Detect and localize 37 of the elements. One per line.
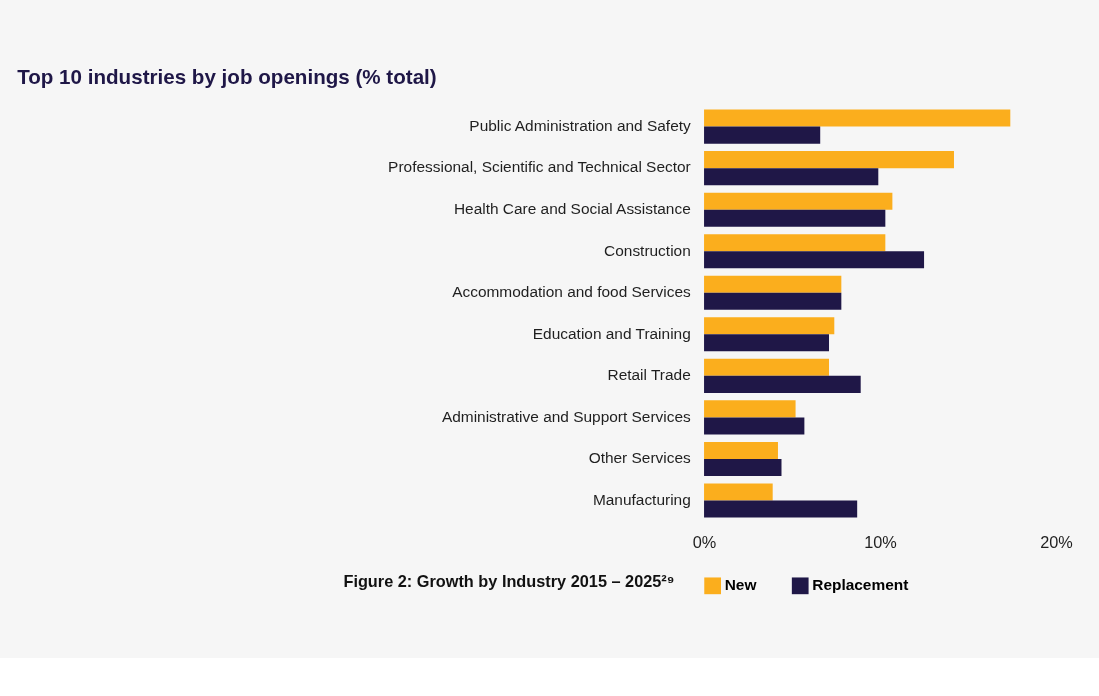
y-tick-label: Public Administration and Safety (469, 116, 692, 134)
bar (704, 400, 796, 418)
legend-label: Replacement (812, 576, 909, 594)
y-tick-label: Other Services (588, 449, 692, 467)
bar (704, 417, 805, 435)
bar (704, 251, 925, 269)
y-tick-label: Accommodation and food Services (452, 283, 692, 301)
y-tick-label: Construction (604, 241, 691, 259)
bar (704, 234, 886, 252)
y-tick-label: Professional, Scientific and Technical Sector (388, 158, 691, 176)
bar (704, 151, 954, 169)
bar (704, 500, 858, 518)
y-tick-label: Administrative and Support Services (441, 407, 692, 425)
bar (704, 441, 778, 459)
y-tick-label: Education and Training (532, 324, 691, 342)
x-tick-label: 0% (692, 533, 717, 552)
bar (704, 375, 861, 393)
bar (704, 292, 842, 310)
bar (704, 168, 879, 186)
text: Top 10 industries by job openings (% total) (17, 65, 437, 89)
legend-label: New (724, 576, 758, 594)
bar (704, 483, 773, 501)
caption: Figure 2: Growth by Industry 2015 – 2025²⁹ (343, 572, 675, 591)
y-tick-label: Health Care and Social Assistance (453, 199, 691, 217)
bar (704, 275, 842, 293)
bar (704, 317, 835, 335)
bar (704, 109, 1011, 127)
x-tick-label: 20% (1040, 533, 1073, 552)
bar (704, 192, 893, 210)
bar (704, 126, 821, 144)
x-tick-label: 10% (864, 533, 897, 552)
y-tick-label: Manufacturing (592, 490, 691, 508)
bar (704, 358, 830, 376)
bar (704, 209, 886, 227)
bar (704, 334, 830, 352)
y-tick-label: Retail Trade (607, 366, 691, 384)
bar (704, 458, 782, 476)
